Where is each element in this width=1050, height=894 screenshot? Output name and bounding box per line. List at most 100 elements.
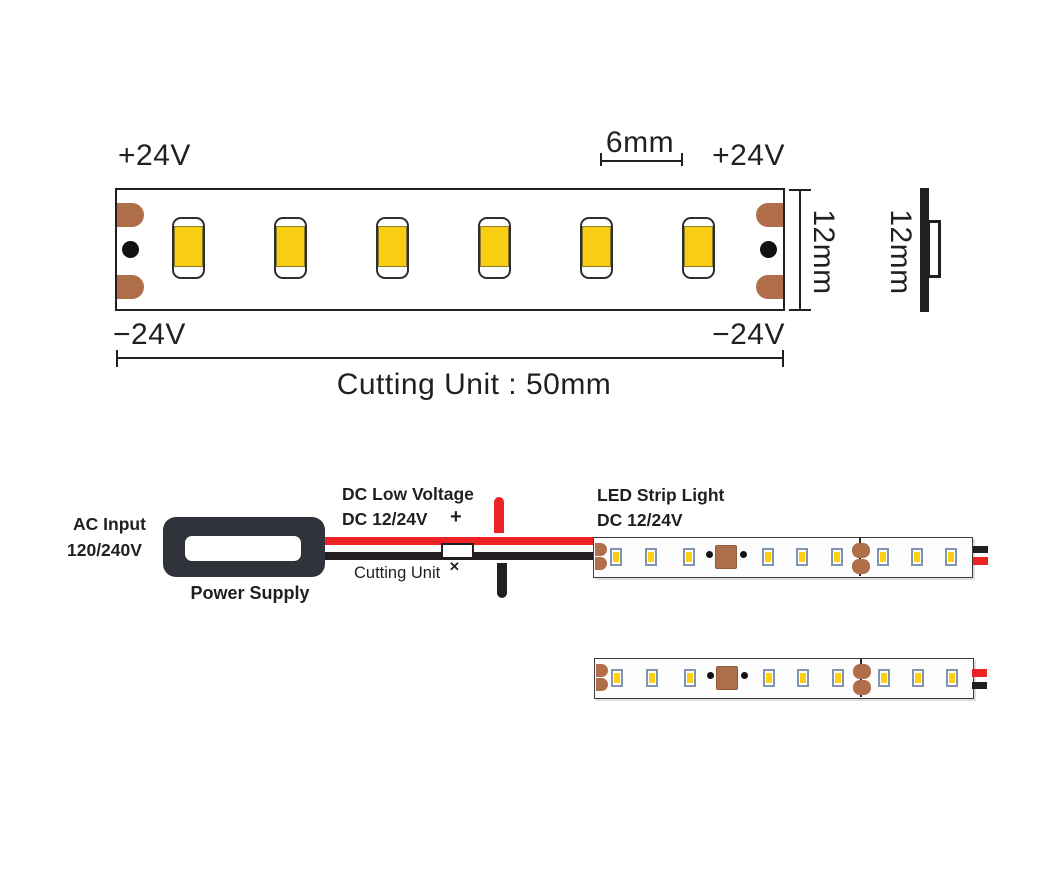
mini-led-emitter	[800, 673, 806, 683]
mini-led-chip	[763, 669, 775, 687]
led-strip-segment-1	[593, 537, 973, 578]
strip-wire-stub-red	[972, 669, 987, 677]
mini-led-emitter	[766, 673, 772, 683]
vertical-black-wire	[497, 551, 507, 598]
copper-pad	[595, 543, 607, 556]
led-chip-emitter	[378, 226, 407, 267]
led-chip-emitter	[276, 226, 305, 267]
mini-led-chip	[762, 548, 774, 566]
mini-led-chip	[610, 548, 622, 566]
led-strip-segment-2	[594, 658, 974, 699]
profile-width-dimension-label: 12mm	[884, 209, 917, 295]
six-mm-dimension-line	[600, 160, 683, 162]
power-supply-body	[163, 517, 325, 577]
fifty-mm-tick-left	[116, 350, 118, 367]
mini-led-emitter	[799, 552, 805, 562]
six-mm-tick-right	[681, 153, 683, 166]
dc-low-voltage-label-line2: DC 12/24V	[342, 509, 428, 529]
strip-side-profile-bar	[920, 188, 929, 312]
led-chip-emitter	[684, 226, 713, 267]
copper-pad	[117, 275, 144, 299]
resistor	[716, 666, 738, 690]
resistor	[715, 545, 737, 569]
copper-pad	[117, 203, 144, 227]
led-gap-dimension-label: 6mm	[605, 126, 675, 159]
mini-led-chip	[646, 669, 658, 687]
ac-input-label-line1: AC Input	[73, 514, 146, 534]
copper-pad	[756, 275, 783, 299]
mini-led-chip	[645, 548, 657, 566]
mini-led-chip	[945, 548, 957, 566]
mini-led-emitter	[949, 673, 955, 683]
power-supply-label: Power Supply	[190, 583, 310, 603]
led-chip-emitter	[582, 226, 611, 267]
mini-led-chip	[611, 669, 623, 687]
mini-led-emitter	[881, 673, 887, 683]
mini-led-emitter	[614, 673, 620, 683]
dc-low-voltage-label-line1: DC Low Voltage	[342, 484, 474, 504]
strip-wire-stub-black	[973, 546, 988, 553]
fifty-mm-dimension-line	[117, 357, 783, 359]
mini-led-emitter	[914, 552, 920, 562]
voltage-label-bottom-right: −24V	[712, 318, 785, 351]
solder-dot	[741, 672, 748, 679]
led-chip	[682, 217, 715, 279]
led-chip	[172, 217, 205, 279]
cutting-unit-marker	[441, 543, 474, 559]
cut-mark-icon: ✕	[449, 559, 460, 574]
ac-input-label-line2: 120/240V	[67, 540, 142, 560]
copper-pad	[595, 557, 607, 570]
mini-led-emitter	[765, 552, 771, 562]
solder-hole-dot	[122, 241, 139, 258]
mini-led-emitter	[880, 552, 886, 562]
twelve-mm-cap-top	[789, 189, 811, 191]
twelve-mm-cap-bottom	[789, 309, 811, 311]
led-chip-emitter	[480, 226, 509, 267]
power-supply-window	[185, 536, 301, 561]
voltage-label-top-left: +24V	[118, 139, 191, 172]
solder-dot	[707, 672, 714, 679]
solder-dot	[706, 551, 713, 558]
led-chip	[580, 217, 613, 279]
led-strip-plan-view	[115, 188, 785, 311]
mini-led-chip	[796, 548, 808, 566]
mini-led-emitter	[648, 552, 654, 562]
mini-led-emitter	[649, 673, 655, 683]
led-strip-label-line2: DC 12/24V	[597, 510, 683, 530]
solder-pad	[852, 559, 870, 574]
strip-wire-stub-black	[972, 682, 987, 689]
mini-led-chip	[684, 669, 696, 687]
six-mm-tick-left	[600, 153, 602, 166]
mini-led-emitter	[948, 552, 954, 562]
mini-led-chip	[877, 548, 889, 566]
solder-pad	[852, 543, 870, 558]
mini-led-emitter	[834, 552, 840, 562]
strip-side-profile-led	[927, 220, 941, 278]
dc-positive-wire	[325, 537, 593, 545]
copper-pad	[596, 664, 608, 677]
mini-led-chip	[831, 548, 843, 566]
solder-pad	[853, 664, 871, 679]
mini-led-emitter	[613, 552, 619, 562]
mini-led-emitter	[686, 552, 692, 562]
led-chip	[478, 217, 511, 279]
mini-led-chip	[832, 669, 844, 687]
voltage-label-top-right: +24V	[712, 139, 785, 172]
mini-led-chip	[878, 669, 890, 687]
copper-pad	[596, 678, 608, 691]
solder-hole-dot	[760, 241, 777, 258]
mini-led-emitter	[687, 673, 693, 683]
mini-led-chip	[911, 548, 923, 566]
led-chip	[376, 217, 409, 279]
led-chip-row	[117, 190, 783, 309]
led-chip-emitter	[174, 226, 203, 267]
vertical-red-wire	[494, 497, 504, 554]
cutting-unit-dimension-label: Cutting Unit : 50mm	[336, 368, 612, 401]
mini-led-emitter	[915, 673, 921, 683]
plus-polarity-icon: +	[450, 506, 462, 528]
twelve-mm-dimension-line	[799, 190, 801, 310]
solder-pad	[853, 680, 871, 695]
fifty-mm-tick-right	[782, 350, 784, 367]
mini-led-chip	[912, 669, 924, 687]
